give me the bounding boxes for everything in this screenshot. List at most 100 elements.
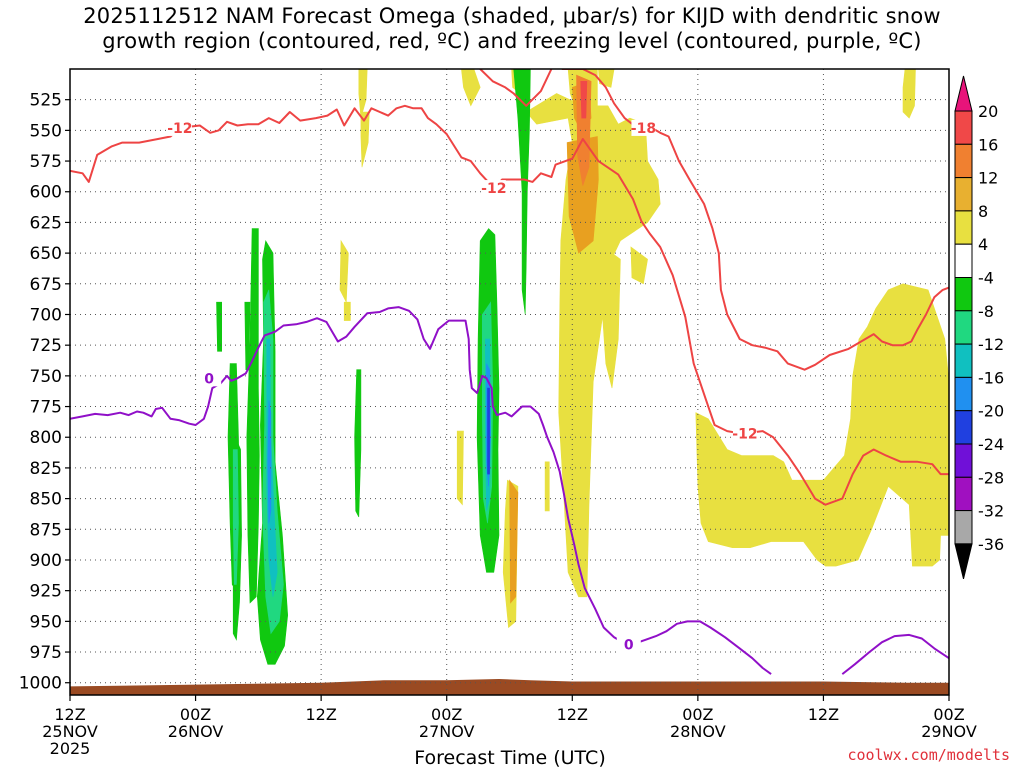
chart-title-line-1: 2025112512 NAM Forecast Omega (shaded, μ… [83,4,941,28]
colorbar-label-1: 16 [978,135,998,154]
snow-growth-contour-1-label-bg [631,119,656,136]
x-tick-date-36: 27NOV [419,722,475,741]
x-tick-date-0: 25NOV [42,722,98,741]
snow-growth-contour-0-label: -12 [167,121,192,137]
y-tick-label-925: 925 [30,582,62,602]
x-tick-time-60: 00Z [682,705,713,724]
colorbar-label-7: -12 [978,335,1004,354]
colorbar-segment-11 [954,443,973,478]
omega-region-29 [513,69,531,315]
x-tick-time-0: 12Z [54,705,85,724]
x-tick-year-0: 2025 [50,739,91,758]
colorbar-segment-3 [954,177,973,212]
y-tick-label-825: 825 [30,459,62,479]
omega-region-1 [360,111,370,168]
colorbar-label-12: -32 [978,502,1004,521]
omega-region-25 [246,228,260,604]
colorbar-label-2: 12 [978,169,998,188]
y-tick-label-800: 800 [30,428,62,448]
colorbar-label-3: 8 [978,202,988,221]
colorbar-segment-2 [954,143,973,179]
y-tick-label-700: 700 [30,305,62,325]
y-tick-label-575: 575 [30,152,62,172]
omega-region-7 [601,246,621,389]
omega-shading [216,69,949,665]
omega-region-18 [509,479,519,604]
colorbar-segment-6 [954,277,973,312]
y-tick-label-600: 600 [30,183,62,203]
x-tick-date-60: 28NOV [670,722,726,741]
colorbar-label-0: 20 [978,102,998,121]
x-tick-date-84: 29NOV [921,722,977,741]
colorbar-label-11: -28 [978,468,1004,487]
omega-region-35 [267,400,272,524]
chart-title: 2025112512 NAM Forecast Omega (shaded, μ… [0,4,1024,54]
colorbar-segment-12 [954,476,973,512]
snow-growth-contour-2-label-bg [481,180,506,197]
freezing-level-contour-line-1 [841,633,949,675]
colorbar-label-13: -36 [978,535,1004,554]
freezing-level-contour-line-0 [70,306,772,675]
snow-growth-contour-1-label: -18 [631,121,656,137]
omega-region-15 [902,69,916,119]
freezing-level-contour-b-label: 0 [624,638,634,654]
y-axis: 525 550 575 600 625 650 675 700 725 750 775 800 825 8… [19,91,70,694]
colorbar: 20 16 12 8 4 -4 -8 -12 -16 -20 -24 -28 -32 -36 [954,75,1004,580]
colorbar-segment-13 [954,510,973,545]
snow-growth-contour-0b-label-bg [732,425,757,442]
colorbar-segment-1 [954,110,973,145]
colorbar-label-5: -4 [978,269,994,288]
y-tick-label-525: 525 [30,91,62,111]
colorbar-segment-4 [954,210,973,245]
omega-region-3 [525,93,661,598]
omega-region-13 [544,461,550,512]
credit-text: coolwx.com/modelts [847,746,1010,764]
y-tick-label-950: 950 [30,612,62,632]
snow-growth-contour-0b-label: -12 [732,427,757,443]
snow-growth-contour-2-label: -12 [481,181,506,197]
chart-title-line-2: growth region (contoured, red, ºC) and f… [102,29,922,53]
colorbar-segment-5 [954,243,973,278]
y-tick-label-725: 725 [30,336,62,356]
y-tick-label-900: 900 [30,551,62,571]
y-tick-label-750: 750 [30,367,62,387]
freezing-level-contour-b-label-bg [616,636,641,653]
y-tick-label-675: 675 [30,275,62,295]
terrain-ground [70,679,949,695]
x-tick-time-84: 00Z [933,705,964,724]
colorbar-top-arrow [954,75,973,112]
colorbar-segment-9 [954,376,973,412]
plot-border [69,68,950,696]
x-axis-label: Forecast Time (UTC) [414,747,605,768]
colorbar-segment-10 [954,410,973,445]
x-tick-time-36: 00Z [431,705,462,724]
y-tick-label-625: 625 [30,213,62,233]
snow-growth-contour-line-1 [479,69,553,107]
omega-region-0 [358,69,368,119]
terrain-fill [70,679,949,695]
omega-region-31 [232,449,239,585]
y-tick-label-775: 775 [30,398,62,418]
omega-region-37 [487,387,490,475]
x-tick-time-72: 12Z [808,705,839,724]
omega-region-14 [695,283,949,567]
snow-growth-contour-0-label-bg [167,119,192,136]
omega-region-27 [354,369,362,518]
x-tick-date-12: 26NOV [168,722,224,741]
colorbar-segment-7 [954,310,973,345]
freezing-level-contour-0-label-bg [197,370,222,387]
x-tick-time-12: 00Z [180,705,211,724]
plot-frame [69,68,950,696]
colorbar-label-10: -24 [978,435,1004,454]
x-tick-time-48: 12Z [557,705,588,724]
snow-growth-contour-line-0 [70,104,949,506]
y-tick-label-975: 975 [30,643,62,663]
omega-region-19 [576,74,592,186]
y-tick-label-650: 650 [30,244,62,264]
x-tick-time-24: 12Z [305,705,336,724]
omega-region-20 [580,81,588,119]
colorbar-bottom-arrow [954,543,973,580]
omega-region-16 [566,136,599,254]
temperature-contours: -12 -18 -12 0 0 -12 [70,69,949,675]
y-tick-label-550: 550 [30,121,62,141]
